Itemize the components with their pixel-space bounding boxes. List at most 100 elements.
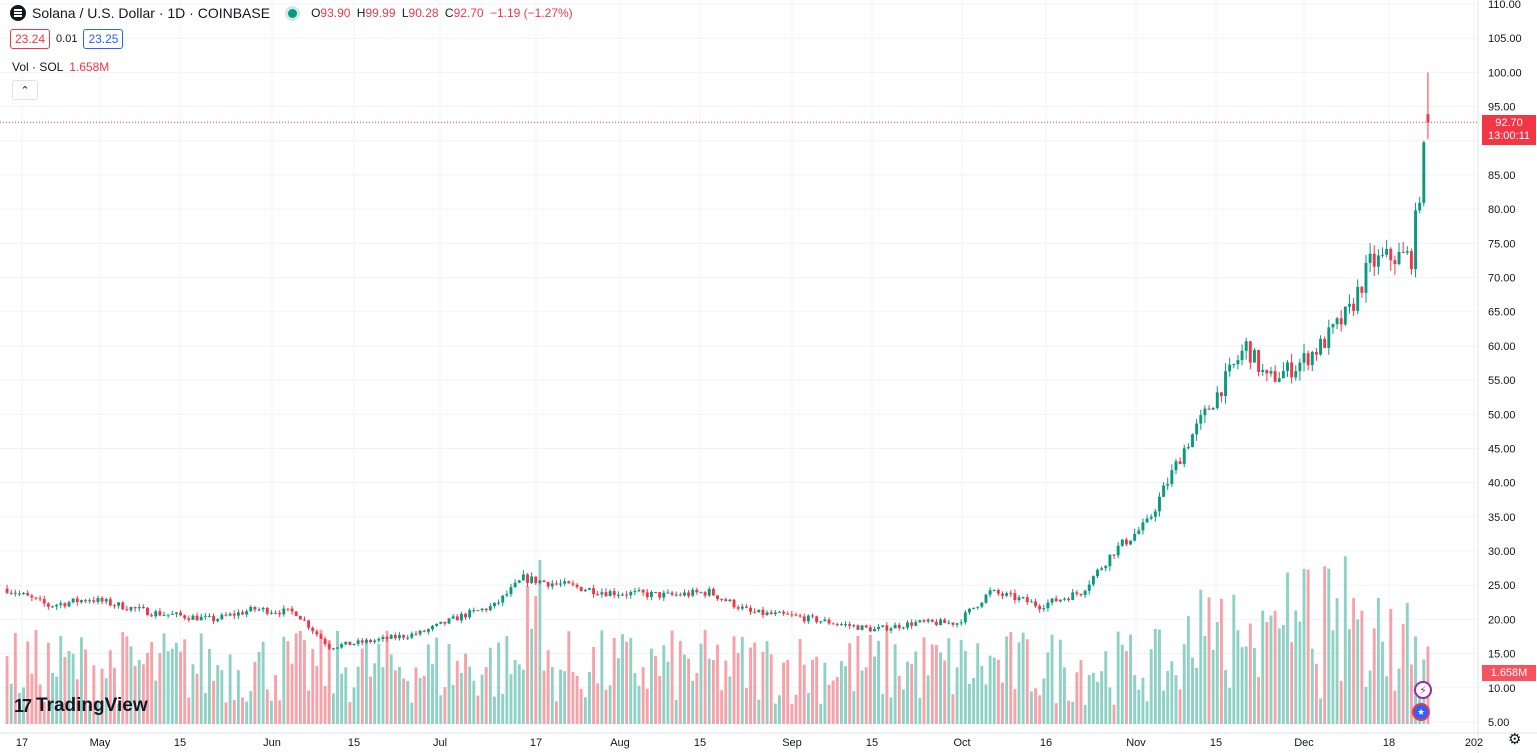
candle-body: [1046, 602, 1050, 609]
volume-bar: [749, 647, 752, 724]
candle-body: [269, 612, 273, 614]
volume-bar: [228, 654, 232, 724]
volume-legend[interactable]: Vol · SOL 1.658M: [12, 60, 109, 74]
candle-body: [724, 599, 728, 602]
volume-bar: [707, 658, 711, 724]
volume-bar: [1352, 598, 1356, 724]
price-tick-label: 85.00: [1488, 170, 1516, 182]
candle-body: [1145, 518, 1149, 523]
volume-bar: [1236, 630, 1240, 724]
volume-bar: [563, 671, 567, 724]
candle-body: [897, 624, 901, 629]
candle-body: [1063, 598, 1066, 600]
close-value: 92.70: [453, 6, 484, 20]
candle-body: [517, 580, 521, 583]
candle-body: [860, 625, 864, 630]
volume-bar: [1298, 621, 1302, 724]
volume-bar: [129, 646, 133, 724]
collapse-legend-button[interactable]: ⌃: [12, 80, 38, 100]
candle-body: [1273, 371, 1277, 382]
volume-bar: [9, 683, 13, 724]
volume-bar: [1166, 670, 1170, 724]
symbol-title[interactable]: Solana / U.S. Dollar · 1D · COINBASE: [32, 5, 271, 21]
volume-bar: [554, 701, 558, 724]
volume-bar: [881, 694, 885, 724]
candle-body: [1306, 353, 1310, 366]
candle-body: [621, 594, 624, 596]
volume-bar: [294, 633, 298, 724]
volume-bar: [711, 659, 715, 724]
buy-button[interactable]: 23.25: [83, 29, 124, 49]
candle-body: [336, 647, 339, 649]
volume-bar: [241, 697, 244, 724]
candle-body: [1207, 408, 1211, 410]
candle-body: [654, 592, 657, 594]
candle-body: [567, 581, 571, 584]
solana-logo-icon: [10, 5, 26, 21]
candle-body: [848, 624, 852, 626]
candle-body: [108, 599, 112, 606]
candle-body: [117, 602, 121, 606]
candle-body: [513, 582, 517, 588]
candle-body: [744, 606, 748, 608]
price-tick-label: 95.00: [1488, 102, 1516, 114]
volume-bar: [1376, 597, 1380, 724]
candle-body: [674, 594, 678, 596]
candle-body: [364, 639, 368, 643]
volume-bar: [1409, 664, 1413, 724]
candle-body: [1219, 392, 1223, 397]
volume-bar: [1343, 556, 1347, 724]
candle-body: [1050, 598, 1054, 603]
volume-bar: [806, 693, 810, 724]
volume-bar: [530, 628, 534, 724]
candle-body: [480, 608, 484, 611]
candle-body: [1232, 364, 1236, 366]
tradingview-logo[interactable]: 17 TradingView: [14, 695, 148, 717]
candle-body: [282, 608, 286, 615]
sell-button[interactable]: 23.24: [10, 29, 51, 49]
volume-bar: [1286, 572, 1289, 724]
candle-body: [1385, 248, 1389, 255]
gear-icon[interactable]: ⚙: [1508, 731, 1522, 748]
volume-bar: [113, 667, 116, 724]
candle-body: [885, 625, 889, 631]
candle-body: [757, 609, 761, 613]
volume-bar: [1096, 681, 1099, 724]
volume-bar: [1112, 704, 1116, 724]
volume-bar: [815, 656, 819, 724]
volume-bar: [253, 661, 257, 724]
volume-bar: [137, 660, 141, 724]
volume-bar: [819, 703, 823, 724]
volume-bar: [1269, 615, 1273, 724]
volume-bar: [1017, 642, 1021, 724]
candle-body: [538, 580, 542, 584]
candle-body: [782, 611, 786, 614]
candle-body: [327, 644, 331, 649]
us-flag-icon[interactable]: ★: [1412, 703, 1430, 721]
volume-bar: [493, 696, 496, 724]
volume-bar: [1335, 598, 1339, 724]
candle-body: [315, 631, 319, 635]
volume-bar: [922, 637, 926, 724]
candle-body: [96, 597, 100, 602]
candle-body: [827, 619, 831, 624]
candle-body: [922, 620, 926, 622]
candle-body: [1372, 253, 1376, 267]
current-price: 92.70: [1495, 117, 1523, 129]
spread-value: 0.01: [56, 33, 78, 45]
candle-body: [121, 602, 125, 610]
volume-bar: [249, 691, 253, 724]
volume-bar: [934, 644, 938, 724]
volume-bar: [1186, 615, 1190, 724]
candle-body: [183, 615, 187, 619]
price-tick-label: 20.00: [1488, 614, 1516, 626]
volume-bar: [1174, 675, 1178, 724]
candle-body: [798, 615, 802, 617]
lightning-icon[interactable]: ⚡: [1414, 681, 1432, 699]
candle-body: [1054, 598, 1058, 602]
volume-bar: [443, 687, 447, 724]
volume-bar: [1306, 569, 1310, 724]
volume-bar: [1397, 668, 1401, 724]
volume-bar: [1261, 610, 1265, 724]
